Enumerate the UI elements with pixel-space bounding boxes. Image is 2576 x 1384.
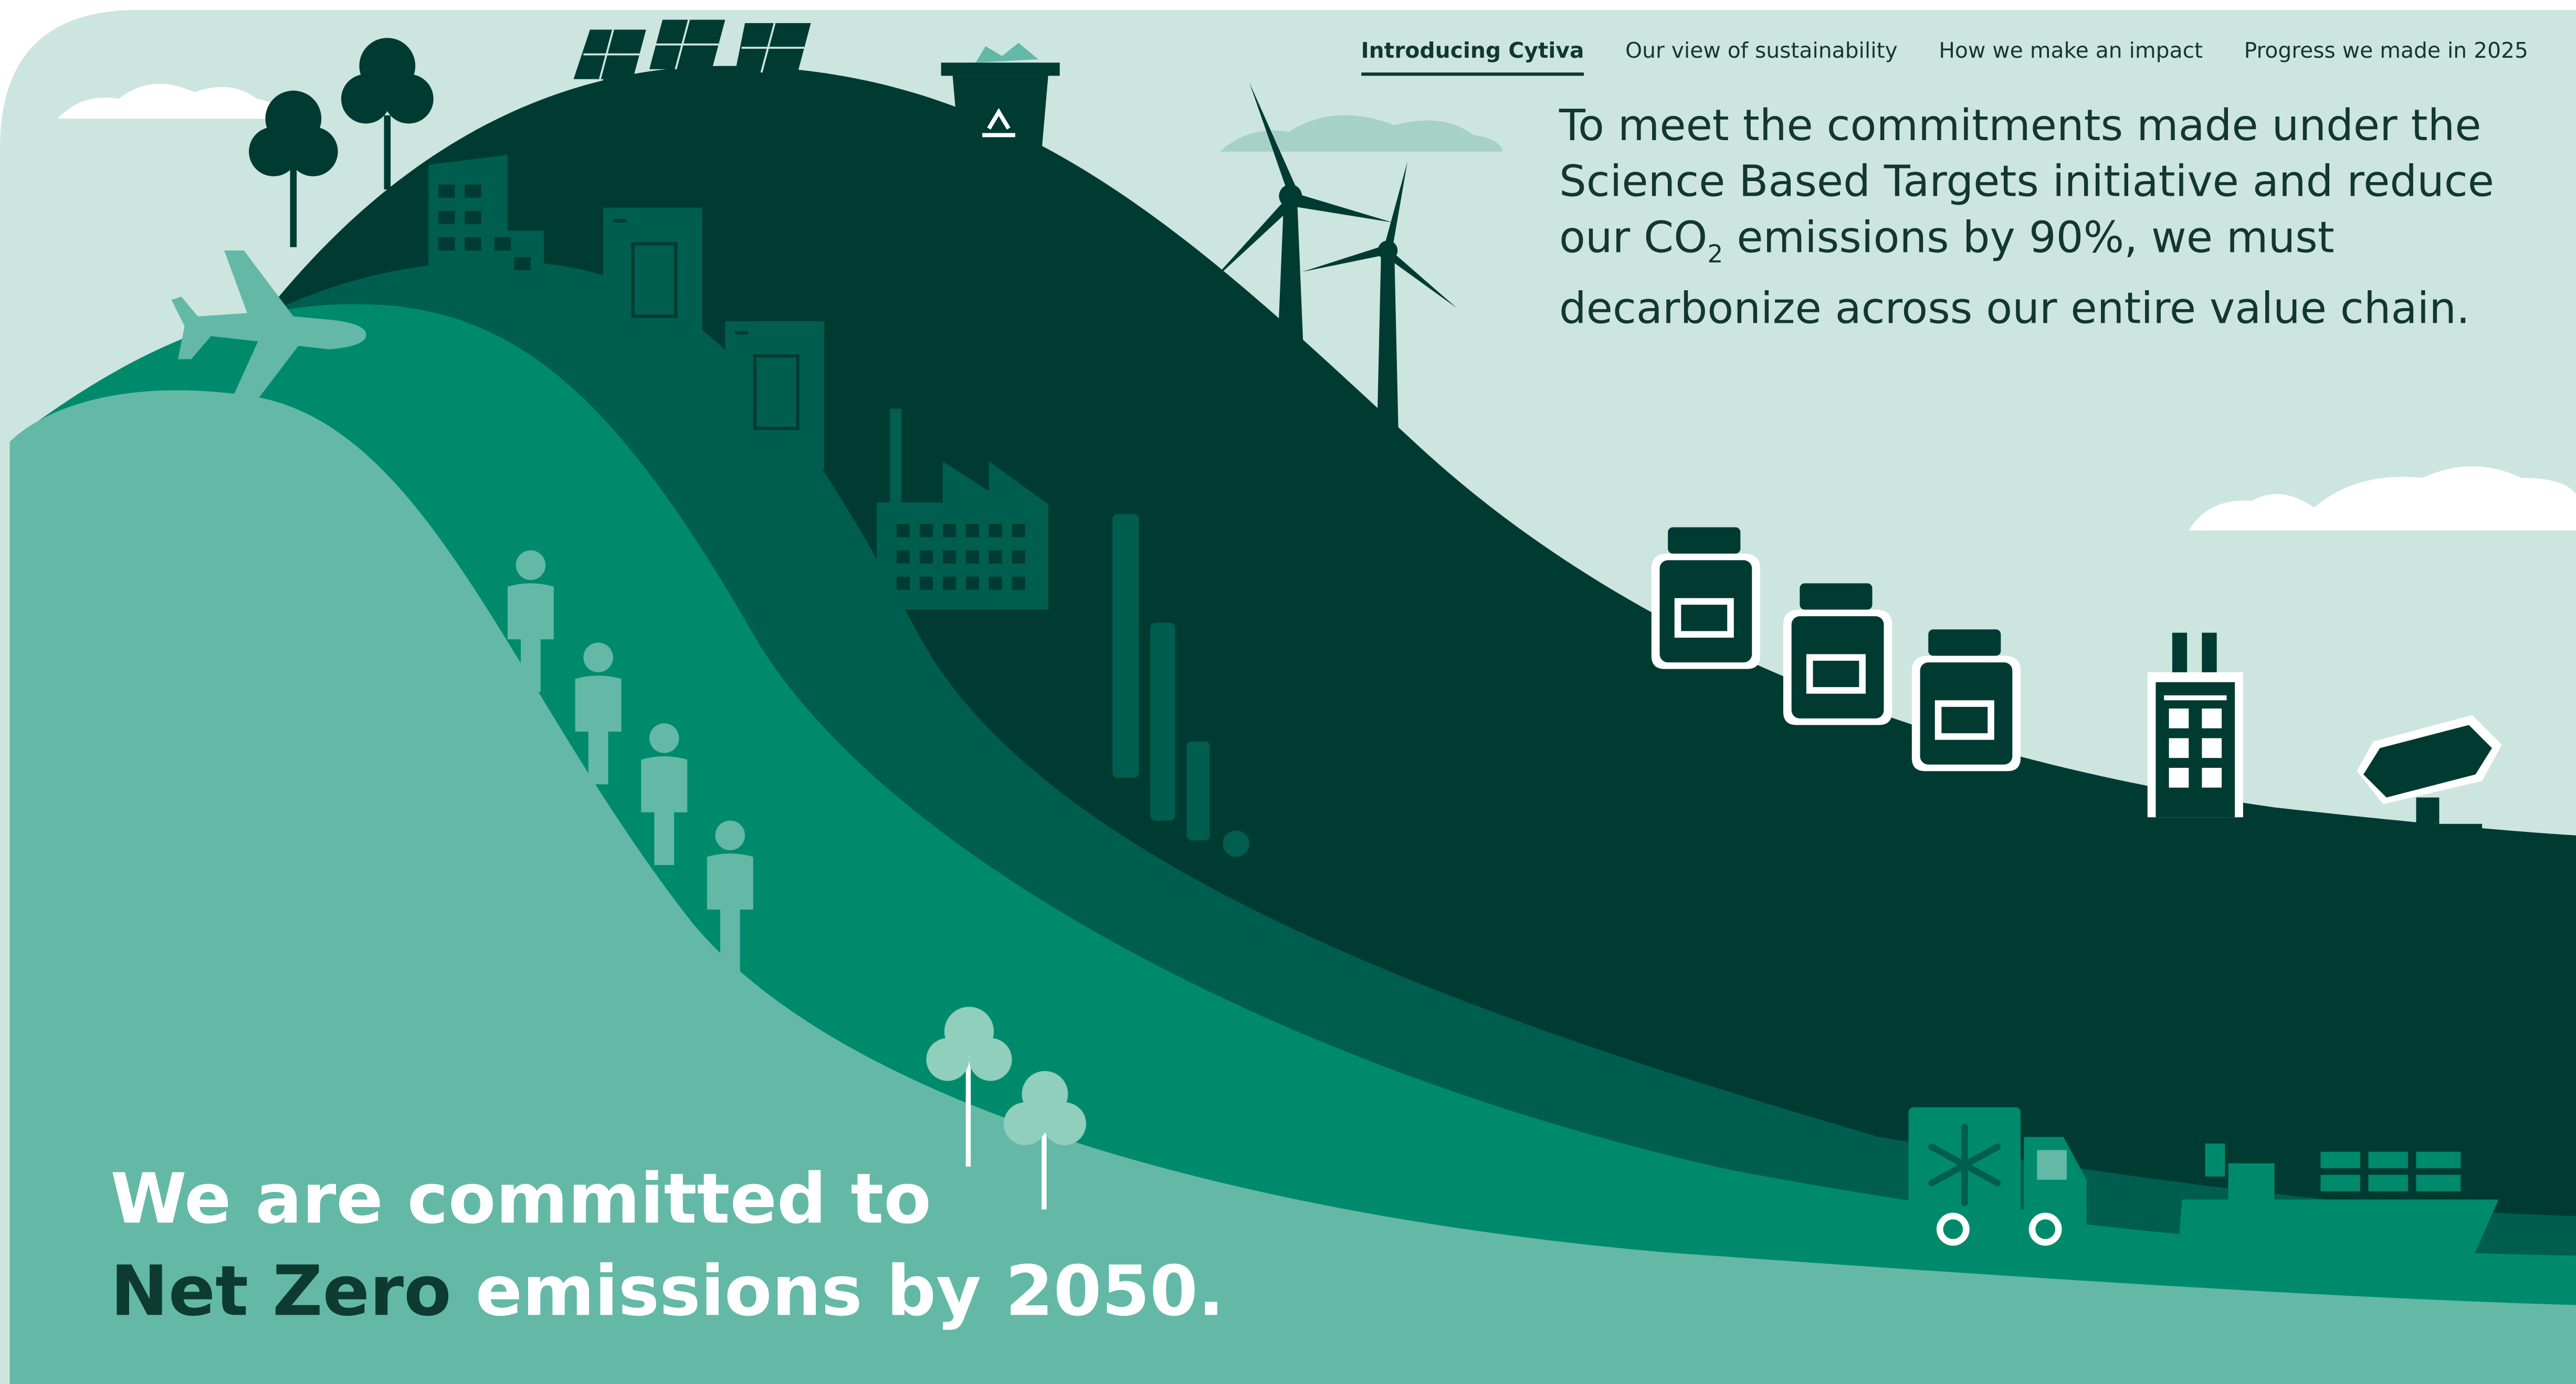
intro-lead: To meet the commitments made under the S… (1559, 102, 2494, 264)
cloud-icon (2189, 466, 2576, 531)
solar-panel-icon (573, 19, 811, 96)
document-icon (603, 207, 702, 350)
tree-icon (1003, 1071, 1086, 1210)
person-icon (507, 550, 554, 692)
factory-icon (877, 408, 1048, 610)
cloud-icon (57, 83, 283, 119)
person-icon (707, 820, 753, 982)
equipment-icon (2357, 715, 2502, 837)
nav-progress-2025[interactable]: Progress we made in 2025 (2244, 39, 2528, 65)
solar-panel-grid (583, 19, 805, 80)
co2-subscript: 2 (1707, 239, 1723, 269)
nav-our-view-of-sustainability[interactable]: Our view of sustainability (1625, 39, 1898, 65)
person-icon (641, 723, 688, 865)
pipe-column-icon (1112, 514, 1249, 857)
tree-icon (341, 38, 434, 190)
cloud-icon (1219, 115, 1503, 152)
lab-building-icon (2147, 632, 2243, 818)
nav-introducing-cytiva[interactable]: Introducing Cytiva (1361, 36, 1584, 76)
recycle-bin-icon (941, 43, 1060, 190)
medicine-bottle-icon (1651, 527, 1760, 669)
person-icon (575, 642, 622, 785)
wind-turbine-icon (1302, 161, 1457, 470)
top-navigation: Introducing Cytiva Our view of sustainab… (1361, 36, 2528, 76)
hill-light (9, 390, 2576, 1384)
airplane-icon (171, 250, 366, 409)
headline-line-1: We are committed to (110, 1158, 931, 1239)
office-building-icon (428, 155, 544, 289)
intro-tail: emissions by 90%, we must decarbonize ac… (1559, 214, 2470, 335)
cargo-ship-icon (2179, 1143, 2499, 1259)
medicine-bottle-icon (1911, 629, 2021, 772)
headline-emphasis: Net Zero (110, 1250, 451, 1332)
net-zero-headline: We are committed to Net Zero emissions by… (110, 1154, 1363, 1338)
intro-paragraph: To meet the commitments made under the S… (1559, 99, 2548, 338)
document-icon (725, 321, 824, 470)
wind-turbine-icon (1206, 82, 1393, 396)
snowflake-icon (1928, 1124, 2001, 1207)
nav-how-we-make-an-impact[interactable]: How we make an impact (1939, 39, 2203, 65)
tree-icon (926, 1007, 1012, 1167)
tree-icon (249, 90, 338, 247)
medicine-bottle-icon (1783, 583, 1892, 725)
headline-rest: emissions by 2050. (451, 1250, 1225, 1332)
